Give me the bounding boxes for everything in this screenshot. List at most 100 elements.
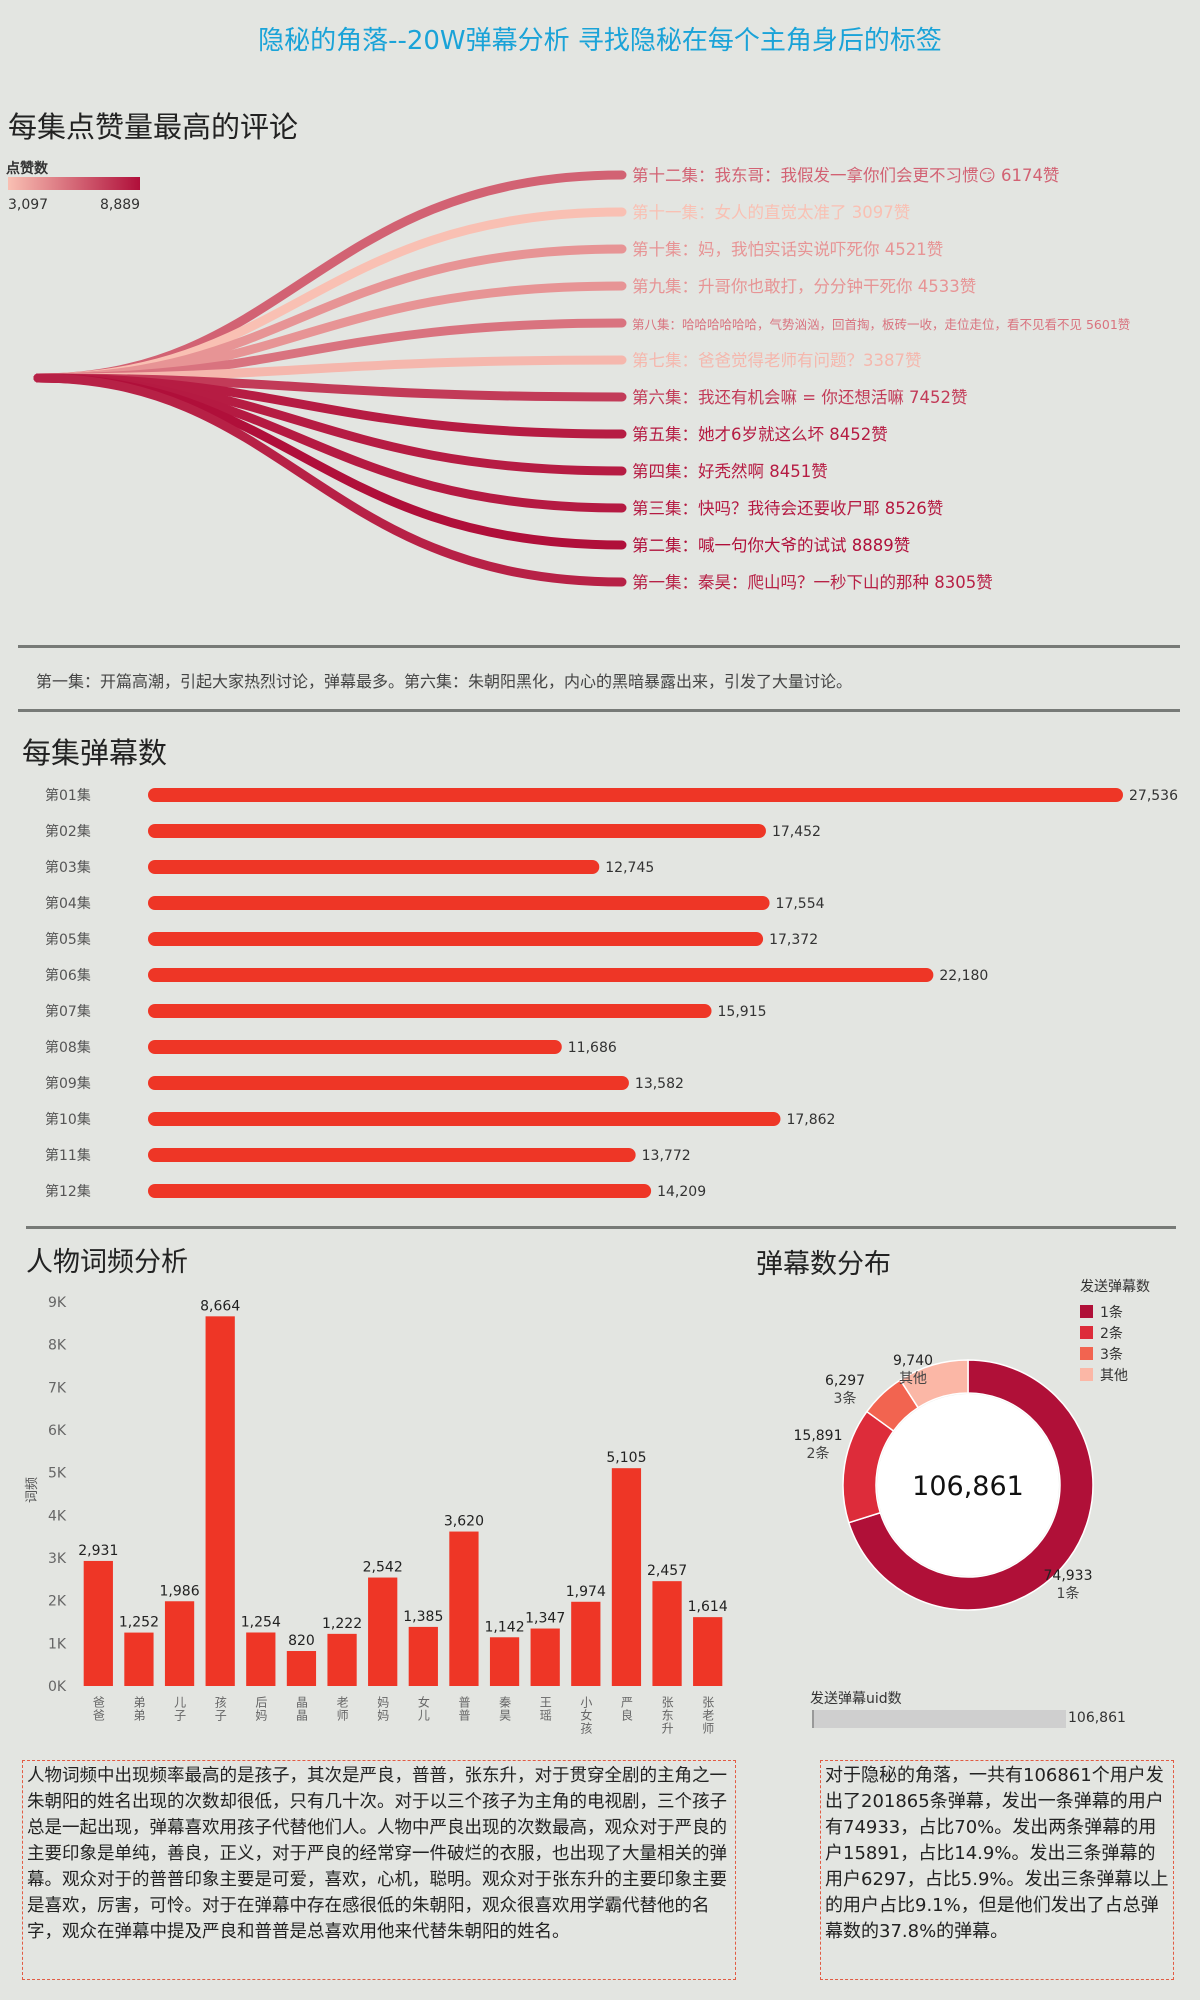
donut-slice xyxy=(847,1359,1094,1611)
word-freq-bar xyxy=(611,1468,642,1686)
episode-bar xyxy=(148,788,1123,802)
slice-value-label: 74,933 xyxy=(1044,1568,1093,1584)
comment-label: 第九集：升哥你也敢打，分分钟干死你 4533赞 xyxy=(632,277,976,296)
slice-value-label: 9,740 xyxy=(893,1353,933,1369)
word-freq-bar xyxy=(530,1628,560,1686)
comment-label: 第十集：妈，我怕实话实说吓死你 4521赞 xyxy=(632,240,943,259)
comment-label: 第七集：爸爸觉得老师有问题？3387赞 xyxy=(632,351,922,370)
word-freq-category-label: 爸爸 xyxy=(91,1696,105,1722)
likes-legend-min: 3,097 xyxy=(8,197,49,213)
word-freq-value-label: 1,252 xyxy=(119,1615,159,1631)
comment-label: 第五集：她才6岁就这么坏 8452赞 xyxy=(632,425,888,444)
word-freq-category-label: 老师 xyxy=(335,1696,349,1722)
dist-legend-swatch xyxy=(1080,1305,1093,1318)
word-freq-chart: 0K 1K 2K 3K 4K 5K 6K 7K 8K 9K 词频 2,931 爸爸 1,252 弟弟 1,98… xyxy=(25,1295,728,1735)
word-freq-bar xyxy=(83,1560,113,1686)
separator xyxy=(18,709,1180,712)
episode-value-label: 15,915 xyxy=(718,1004,767,1020)
episode-value-label: 27,536 xyxy=(1129,788,1178,804)
episode-value-label: 22,180 xyxy=(939,968,988,984)
dist-legend-label: 3条 xyxy=(1100,1346,1123,1363)
word-freq-value-label: 8,664 xyxy=(200,1298,240,1314)
y-tick-label: 2K xyxy=(48,1594,67,1610)
dist-legend-swatch xyxy=(1080,1368,1093,1381)
word-freq-value-label: 2,542 xyxy=(363,1560,403,1576)
dist-legend-swatch xyxy=(1080,1326,1093,1339)
word-freq-value-label: 1,222 xyxy=(322,1616,362,1632)
word-freq-category-label: 儿子 xyxy=(173,1696,187,1722)
dist-legend-title: 发送弹幕数 xyxy=(1080,1279,1150,1295)
comment-label: 第四集：好秃然啊 8451赞 xyxy=(632,462,828,481)
slice-name-label: 2条 xyxy=(807,1445,830,1462)
episode-summary: 第一集：开篇高潮，引起大家热烈讨论，弹幕最多。第六集：朱朝阳黑化，内心的黑暗暴露… xyxy=(36,672,853,691)
episode-value-label: 11,686 xyxy=(568,1040,617,1056)
word-freq-bar xyxy=(408,1626,438,1686)
word-freq-bar xyxy=(124,1632,154,1686)
word-freq-bar xyxy=(693,1617,723,1686)
episode-label: 第12集 xyxy=(45,1183,91,1200)
episode-value-label: 17,452 xyxy=(772,824,821,840)
episode-bar xyxy=(148,1112,781,1126)
word-freq-value-label: 1,385 xyxy=(403,1609,443,1625)
word-freq-value-label: 2,931 xyxy=(78,1543,118,1559)
dist-legend-swatch xyxy=(1080,1347,1093,1360)
episode-label: 第03集 xyxy=(45,859,91,876)
top-comments-title: 每集点赞量最高的评论 xyxy=(8,110,299,144)
slice-value-label: 15,891 xyxy=(794,1428,843,1444)
y-axis-label: 词频 xyxy=(25,1477,40,1503)
word-freq-category-label: 小女孩 xyxy=(579,1696,593,1735)
word-freq-value-label: 1,986 xyxy=(160,1583,200,1599)
word-freq-value-label: 1,614 xyxy=(688,1599,728,1615)
word-freq-value-label: 3,620 xyxy=(444,1514,484,1530)
word-freq-category-label: 张东升 xyxy=(660,1696,674,1735)
episode-bar xyxy=(148,932,764,946)
word-freq-bar xyxy=(205,1316,235,1686)
y-tick-label: 8K xyxy=(48,1338,67,1354)
y-tick-label: 6K xyxy=(48,1423,67,1439)
word-freq-value-label: 1,254 xyxy=(241,1614,281,1630)
uid-bar xyxy=(812,1710,1066,1728)
word-freq-analysis-text: 人物词频中出现频率最高的是孩子，其次是严良，普普，张东升，对于贯穿全剧的主角之一… xyxy=(22,1760,736,1980)
donut-total-label: 106,861 xyxy=(912,1471,1024,1502)
episode-label: 第02集 xyxy=(45,823,91,840)
comment-label: 第三集：快吗？我待会还要收尸耶 8526赞 xyxy=(632,499,943,518)
top-comments-chart: 第十二集：我东哥：我假发一拿你们会更不习惯😏 6174赞第十一集：女人的直觉太准… xyxy=(33,165,1130,592)
word-freq-category-label: 普普 xyxy=(457,1696,471,1722)
word-freq-category-label: 弟弟 xyxy=(132,1696,146,1722)
word-freq-category-label: 晶晶 xyxy=(294,1696,308,1722)
episode-bar xyxy=(148,896,770,910)
episode-value-label: 14,209 xyxy=(657,1184,706,1200)
word-freq-bar xyxy=(652,1581,682,1686)
danmu-dist-title: 弹幕数分布 xyxy=(756,1249,891,1280)
episode-value-label: 13,582 xyxy=(635,1076,684,1092)
dist-legend-label: 1条 xyxy=(1100,1304,1123,1321)
y-tick-label: 3K xyxy=(48,1551,67,1567)
uid-bar-fill xyxy=(814,1710,1066,1728)
episode-label: 第08集 xyxy=(45,1039,91,1056)
comment-label: 第十二集：我东哥：我假发一拿你们会更不习惯😏 6174赞 xyxy=(632,165,1059,185)
word-freq-value-label: 5,105 xyxy=(606,1450,646,1466)
uid-bar-value: 106,861 xyxy=(1068,1710,1126,1726)
comment-label: 第十一集：女人的直觉太准了 3097赞 xyxy=(632,203,910,222)
slice-name-label: 其他 xyxy=(899,1371,927,1387)
word-freq-category-label: 秦昊 xyxy=(498,1696,512,1722)
likes-legend-title: 点赞数 xyxy=(6,161,48,177)
comment-label: 第八集：哈哈哈哈哈哈，气势汹汹，回首掏，板砖一收，走位走位，看不见看不见 560… xyxy=(632,317,1130,332)
word-freq-category-label: 后妈 xyxy=(254,1696,268,1722)
episode-bar xyxy=(148,1148,636,1162)
donut-center xyxy=(877,1394,1059,1576)
y-tick-label: 7K xyxy=(48,1380,67,1396)
comment-flow-line xyxy=(33,373,627,550)
episode-bar xyxy=(148,968,934,982)
danmu-per-episode-chart: 第01集 27,536 第02集 17,452 第03集 12,745 第04集 17,554… xyxy=(45,787,1178,1200)
episode-bar xyxy=(148,860,600,874)
word-freq-category-label: 妈妈 xyxy=(376,1696,390,1722)
comment-flow-line xyxy=(33,373,627,587)
episode-label: 第11集 xyxy=(45,1147,91,1164)
donut-slice xyxy=(899,1359,969,1409)
word-freq-bar xyxy=(286,1651,317,1686)
word-freq-value-label: 1,974 xyxy=(566,1584,606,1600)
y-tick-label: 4K xyxy=(48,1508,67,1524)
danmu-dist-analysis-text: 对于隐秘的角落，一共有106861个用户发出了201865条弹幕，发出一条弹幕的… xyxy=(820,1760,1174,1980)
word-freq-category-label: 孩子 xyxy=(213,1696,227,1722)
